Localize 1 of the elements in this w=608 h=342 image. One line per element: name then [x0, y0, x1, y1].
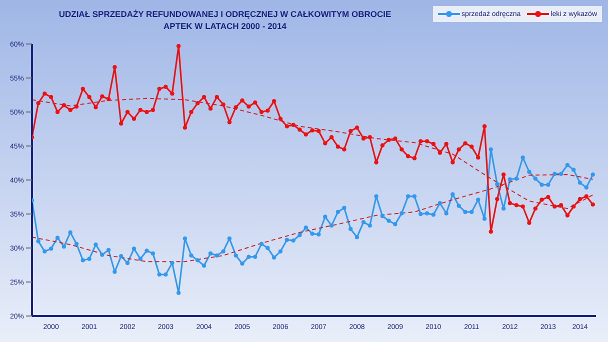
chart-title: UDZIAŁ SPRZEDAŻY REFUNDOWANEJ I ODRĘCZNEJ W CAŁKOWITYM OBROCIE APTEK W LATACH 2000 - 2014 — [58, 8, 392, 32]
